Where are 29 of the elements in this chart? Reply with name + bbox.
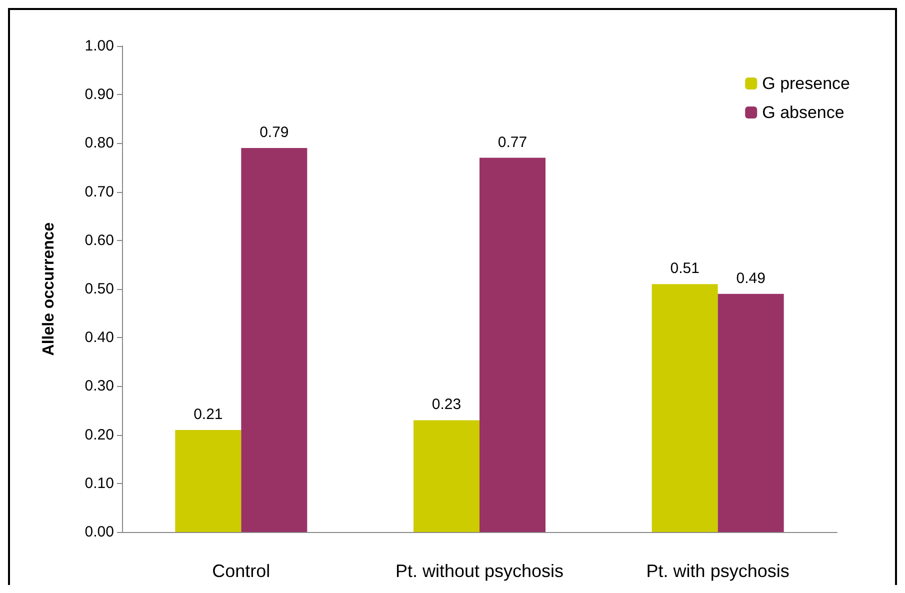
legend-label: G absence xyxy=(762,103,844,122)
bar xyxy=(718,294,784,532)
y-tick-label: 0.20 xyxy=(84,426,114,444)
bar xyxy=(414,420,480,532)
x-tick-label: Pt. without psychosis xyxy=(395,561,564,581)
data-label: 0.49 xyxy=(736,270,766,287)
bar xyxy=(652,284,718,532)
y-tick-label: 0.70 xyxy=(84,183,114,200)
y-tick-label: 0.30 xyxy=(84,378,114,395)
y-tick-label: 0.50 xyxy=(84,280,114,298)
y-tick-label: 0.90 xyxy=(84,86,114,104)
data-label: 0.21 xyxy=(194,406,223,423)
data-label: 0.23 xyxy=(432,396,462,414)
data-label: 0.77 xyxy=(498,134,528,151)
x-tick-label: Control xyxy=(212,561,270,581)
legend-label: G presence xyxy=(762,74,850,93)
y-tick-label: 1.00 xyxy=(84,38,114,54)
y-axis-title: Allele occurrence xyxy=(40,222,58,356)
y-tick-label: 0.00 xyxy=(84,524,114,540)
bar xyxy=(175,430,242,532)
x-tick-label: Pt. with psychosis xyxy=(646,561,790,581)
y-tick-label: 0.60 xyxy=(84,232,114,249)
data-label: 0.51 xyxy=(670,260,700,278)
y-tick-label: 0.40 xyxy=(84,329,114,346)
bar xyxy=(241,148,308,532)
y-tick-label: 0.80 xyxy=(84,134,114,152)
bar xyxy=(480,158,546,532)
data-label: 0.79 xyxy=(260,124,289,142)
y-tick-label: 0.10 xyxy=(84,474,114,492)
